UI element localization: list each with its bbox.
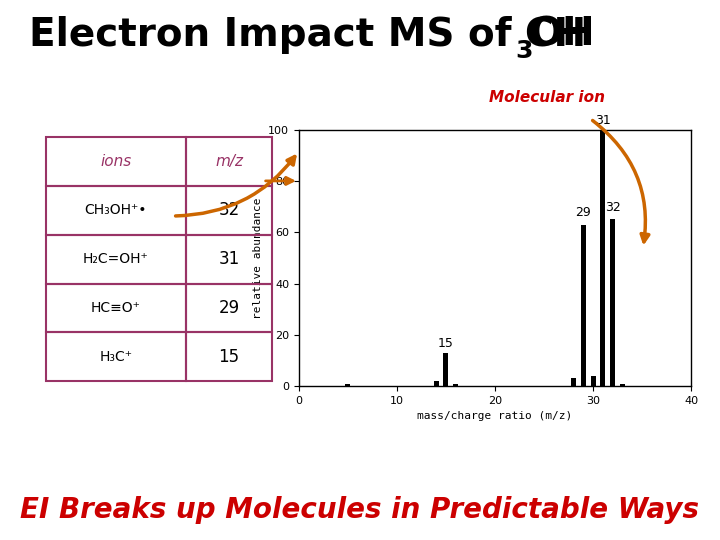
Bar [186,186,272,235]
Bar [186,332,272,381]
Bar [186,137,272,186]
Text: CH₃OH⁺•: CH₃OH⁺• [85,204,148,218]
Text: m/z: m/z [215,154,243,169]
Text: 3: 3 [516,39,533,63]
Bar [186,235,272,284]
Bar [346,383,351,386]
Text: Electron Impact MS of CH: Electron Impact MS of CH [29,16,586,54]
Text: H₂C=OH⁺: H₂C=OH⁺ [83,252,149,266]
Text: 15: 15 [438,337,454,350]
Text: 31: 31 [218,250,240,268]
Bar [46,235,186,284]
Text: 32: 32 [605,201,621,214]
Bar [454,383,458,386]
Text: 29: 29 [575,206,591,219]
Bar [444,353,449,386]
Bar [433,381,438,386]
Text: HC≡O⁺: HC≡O⁺ [91,301,141,315]
Bar [46,186,186,235]
Text: Molecular ion: Molecular ion [489,90,606,105]
Bar [46,332,186,381]
Bar [46,284,186,332]
Bar [600,130,606,386]
Bar [571,379,576,386]
Bar [186,284,272,332]
Text: ions: ions [100,154,132,169]
Bar [46,137,186,186]
Text: 32: 32 [218,201,240,219]
Text: 31: 31 [595,114,611,127]
Bar [611,219,615,386]
Text: 29: 29 [218,299,240,317]
Y-axis label: relative abundance: relative abundance [253,197,263,319]
Bar [620,383,625,386]
Text: H₃C⁺: H₃C⁺ [99,349,132,363]
Text: 15: 15 [218,348,240,366]
X-axis label: mass/charge ratio (m/z): mass/charge ratio (m/z) [418,411,572,421]
Text: EI Breaks up Molecules in Predictable Ways: EI Breaks up Molecules in Predictable Wa… [20,496,700,524]
Bar [581,225,586,386]
Bar [590,376,595,386]
Text: OH: OH [529,16,595,54]
